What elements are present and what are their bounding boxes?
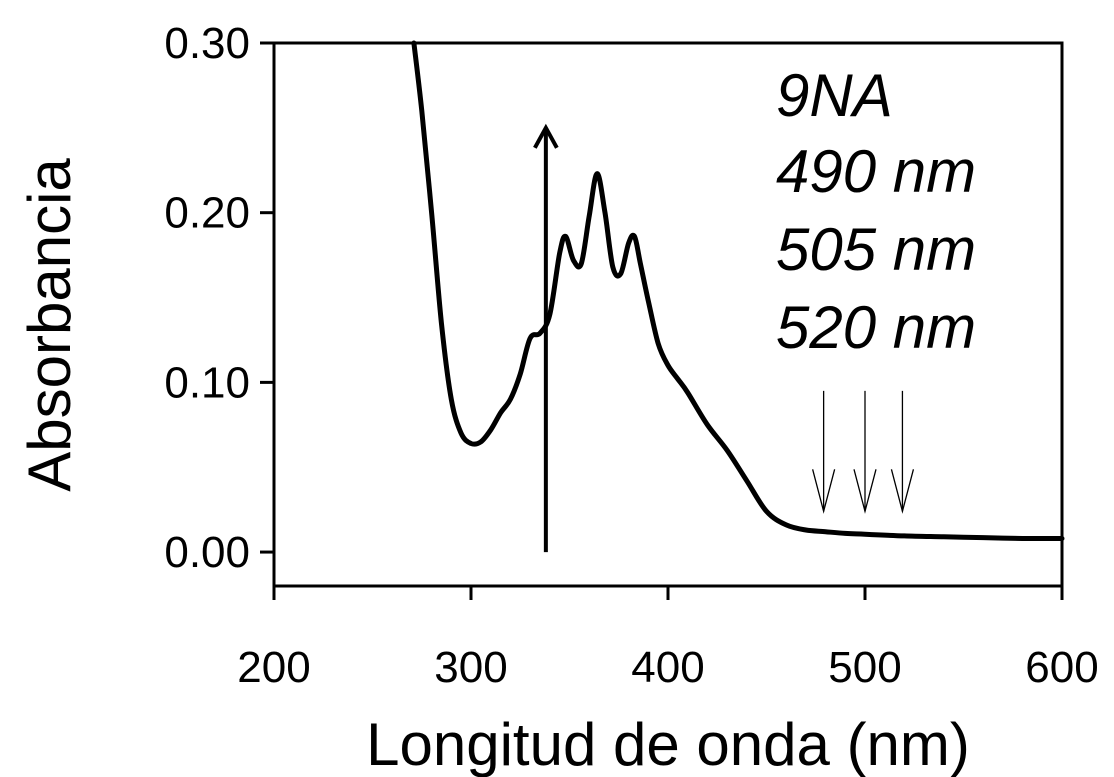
y-tick-label: 0.20 [164, 189, 250, 238]
decrease-arrow-head-2 [890, 469, 915, 514]
decrease-arrow-head-0 [812, 469, 836, 514]
increase-arrow-head [533, 123, 559, 149]
x-tick-label: 200 [237, 643, 310, 692]
x-tick-label: 300 [434, 643, 507, 692]
y-tick-label: 0.00 [164, 528, 250, 577]
arrows-group [533, 123, 915, 553]
y-tick-label: 0.30 [164, 19, 250, 68]
x-axis: 200 300 400 500 600 [237, 586, 1099, 692]
annotation-line-3: 520 nm [776, 294, 976, 361]
x-tick-label: 500 [828, 643, 901, 692]
x-axis-title: Longitud de onda (nm) [366, 711, 970, 777]
annotation-block: 9NA 490 nm 505 nm 520 nm [776, 62, 976, 361]
spectrum-line-0 [411, 40, 1065, 542]
y-axis: 0.00 0.10 0.20 0.30 [164, 19, 274, 577]
x-tick-label: 600 [1025, 643, 1098, 692]
y-tick-label: 0.10 [164, 358, 250, 407]
annotation-line-2: 505 nm [776, 216, 976, 283]
x-tick-label: 400 [631, 643, 704, 692]
y-axis-title: Absorbancia [16, 158, 83, 492]
annotation-line-1: 490 nm [776, 138, 976, 205]
series-group [411, 40, 1065, 542]
decrease-arrow-head-1 [853, 469, 877, 514]
annotation-line-0: 9NA [776, 62, 893, 129]
